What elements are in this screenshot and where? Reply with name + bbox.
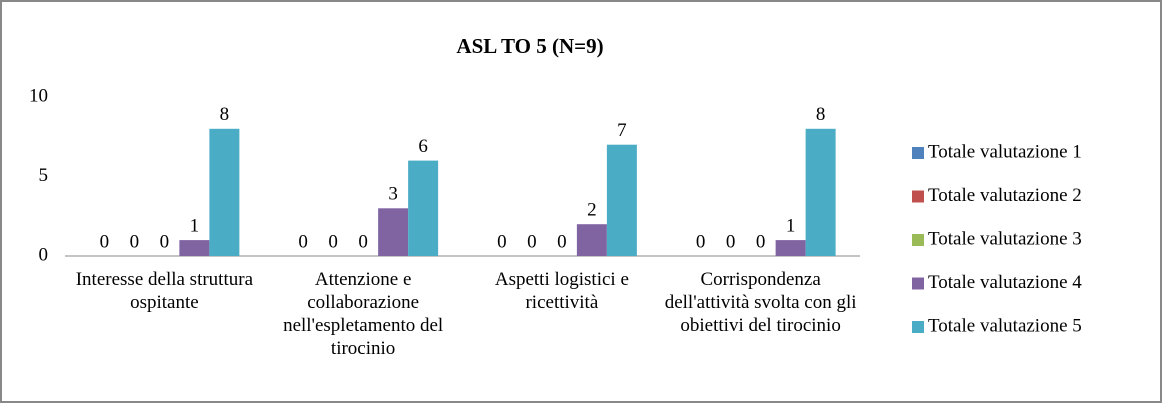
data-label: 8 — [816, 104, 826, 125]
legend-swatch — [912, 321, 924, 333]
data-label: 0 — [328, 231, 338, 252]
bar — [408, 160, 439, 256]
data-label: 0 — [100, 231, 110, 252]
data-label: 0 — [497, 231, 507, 252]
bar — [775, 240, 806, 256]
bar — [576, 224, 607, 256]
data-label: 0 — [557, 231, 567, 252]
legend-swatch — [912, 147, 924, 159]
x-tick-label: Interesse della struttura ospitante — [75, 269, 253, 313]
data-label: 0 — [756, 231, 766, 252]
data-label: 0 — [160, 231, 170, 252]
bar — [179, 240, 210, 256]
data-label: 0 — [527, 231, 537, 252]
data-label: 0 — [726, 231, 736, 252]
x-tick-label: Corrispondenza dell'attività svolta con … — [664, 269, 857, 336]
data-label: 8 — [220, 104, 230, 125]
y-tick-label: 0 — [39, 244, 49, 265]
y-tick-label: 10 — [29, 85, 48, 106]
legend-label: Totale valutazione 3 — [928, 228, 1082, 249]
x-tick-label: Aspetti logistici e ricettività — [494, 269, 629, 313]
chart-title: ASL TO 5 (N=9) — [456, 34, 603, 58]
x-tick-label: Attenzione e collaborazione nell'espleta… — [283, 269, 444, 359]
data-label: 0 — [696, 231, 706, 252]
legend-swatch — [912, 190, 924, 203]
legend-swatch — [912, 277, 924, 290]
legend-label: Totale valutazione 1 — [928, 141, 1082, 162]
data-label: 3 — [388, 184, 398, 205]
legend-swatch — [912, 234, 924, 246]
y-tick-label: 5 — [39, 165, 49, 186]
data-label: 1 — [190, 215, 200, 236]
legend-label: Totale valutazione 5 — [928, 315, 1082, 336]
data-label: 0 — [358, 231, 368, 252]
data-label: 1 — [786, 215, 796, 236]
bar — [209, 128, 240, 256]
bar — [606, 144, 637, 256]
legend-label: Totale valutazione 2 — [928, 185, 1082, 206]
data-label: 0 — [130, 231, 140, 252]
bar — [805, 128, 836, 256]
data-label: 7 — [617, 120, 627, 141]
legend-label: Totale valutazione 4 — [928, 272, 1082, 293]
data-label: 2 — [587, 200, 597, 221]
data-label: 0 — [298, 231, 308, 252]
data-label: 6 — [418, 136, 428, 157]
bar — [378, 208, 409, 256]
